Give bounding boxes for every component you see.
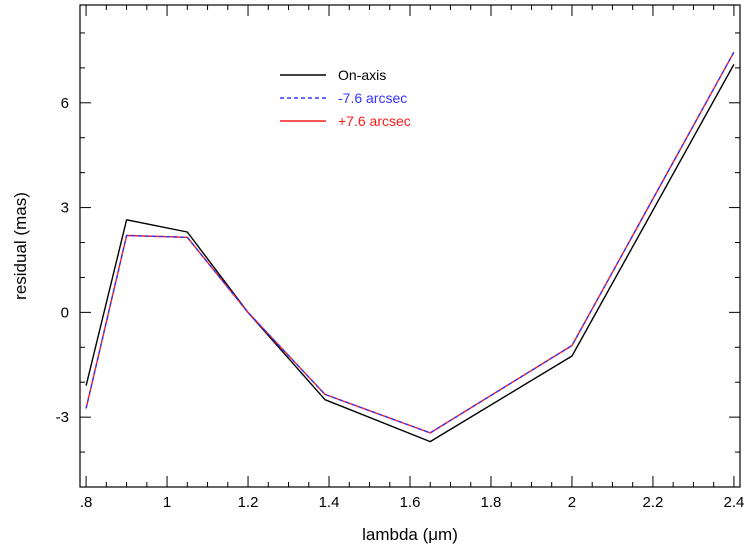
x-tick-label: 1.6 <box>400 494 421 511</box>
y-tick-label: 0 <box>61 304 69 321</box>
series-line-on-axis <box>85 64 735 443</box>
ticks-layer <box>80 5 740 488</box>
legend-label-7-6-arcsec: +7.6 arcsec <box>338 113 411 129</box>
x-axis-title: lambda (μm) <box>362 525 458 544</box>
x-tick-label: 2.4 <box>723 494 744 511</box>
y-tick-label: -3 <box>56 409 69 426</box>
x-tick-label: 2 <box>568 494 576 511</box>
legend-label-on-axis: On-axis <box>338 67 386 83</box>
x-tick-label: 1.8 <box>481 494 502 511</box>
y-tick-label: 3 <box>61 200 69 217</box>
x-tick-label: .8 <box>80 494 93 511</box>
series-line-7-6-arcsec <box>85 51 735 434</box>
x-tick-label: 1.2 <box>238 494 259 511</box>
legend-label-7-6-arcsec: -7.6 arcsec <box>338 90 407 106</box>
y-tick-label: 6 <box>61 95 69 112</box>
x-tick-label: 1.4 <box>319 494 340 511</box>
x-tick-label: 2.2 <box>643 494 664 511</box>
legend: On-axis -7.6 arcsec +7.6 arcsec <box>280 67 411 129</box>
plot-frame <box>79 4 741 488</box>
tick-labels-layer: .8 1 1.2 1.4 1.6 1.8 2 2.2 2.4 -3 0 3 6 <box>56 95 745 511</box>
y-axis-title: residual (mas) <box>11 192 30 300</box>
series-line-7-6-arcsec <box>85 51 735 434</box>
series-layer <box>85 51 735 443</box>
x-tick-label: 1 <box>163 494 171 511</box>
